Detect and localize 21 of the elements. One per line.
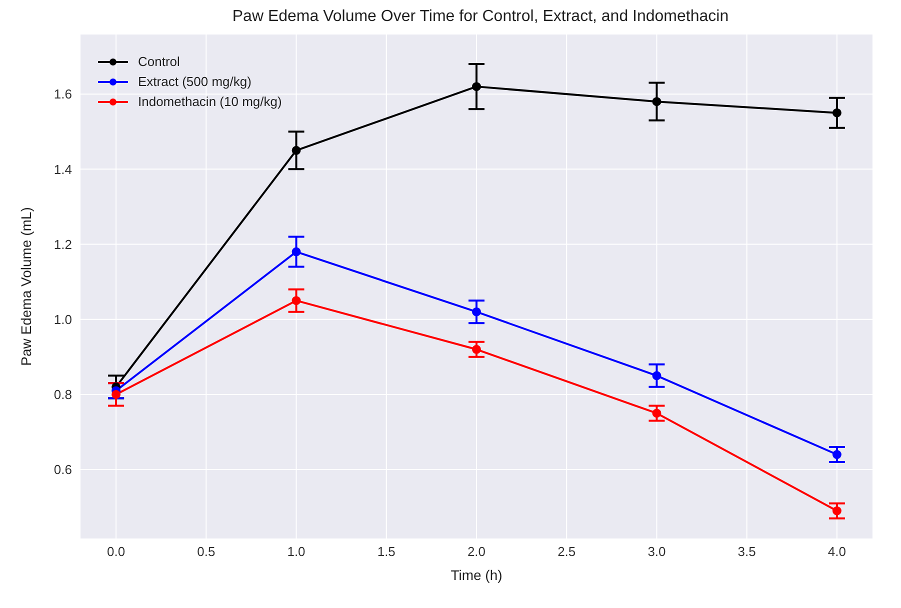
y-tick-label: 0.8 bbox=[54, 387, 72, 402]
x-tick-label: 3.5 bbox=[738, 544, 756, 560]
x-tick-label: 1.0 bbox=[287, 544, 306, 560]
y-tick-label: 1.6 bbox=[54, 86, 72, 102]
y-tick-label: 1.2 bbox=[54, 236, 72, 252]
x-tick-label: 1.5 bbox=[377, 544, 396, 560]
x-tick-label: 4.0 bbox=[828, 544, 846, 560]
y-axis-title: Paw Edema Volume (mL) bbox=[18, 207, 34, 366]
x-tick-label: 2.5 bbox=[558, 544, 576, 560]
x-axis-title: Time (h) bbox=[450, 567, 502, 583]
y-tick-label: 1.4 bbox=[54, 162, 72, 177]
legend-label: Control bbox=[138, 53, 180, 71]
x-tick-label: 0.0 bbox=[107, 544, 126, 560]
legend-label: Indomethacin (10 mg/kg) bbox=[138, 93, 282, 111]
legend-label: Extract (500 mg/kg) bbox=[138, 73, 252, 91]
y-tick-label: 0.6 bbox=[54, 462, 72, 478]
x-tick-label: 3.0 bbox=[648, 544, 666, 560]
chart-title: Paw Edema Volume Over Time for Control, Extract, and Indomethacin bbox=[231, 8, 730, 26]
x-tick-label: 2.0 bbox=[467, 544, 486, 560]
y-tick-label: 1.0 bbox=[54, 312, 72, 327]
x-tick-label: 0.5 bbox=[197, 544, 216, 560]
